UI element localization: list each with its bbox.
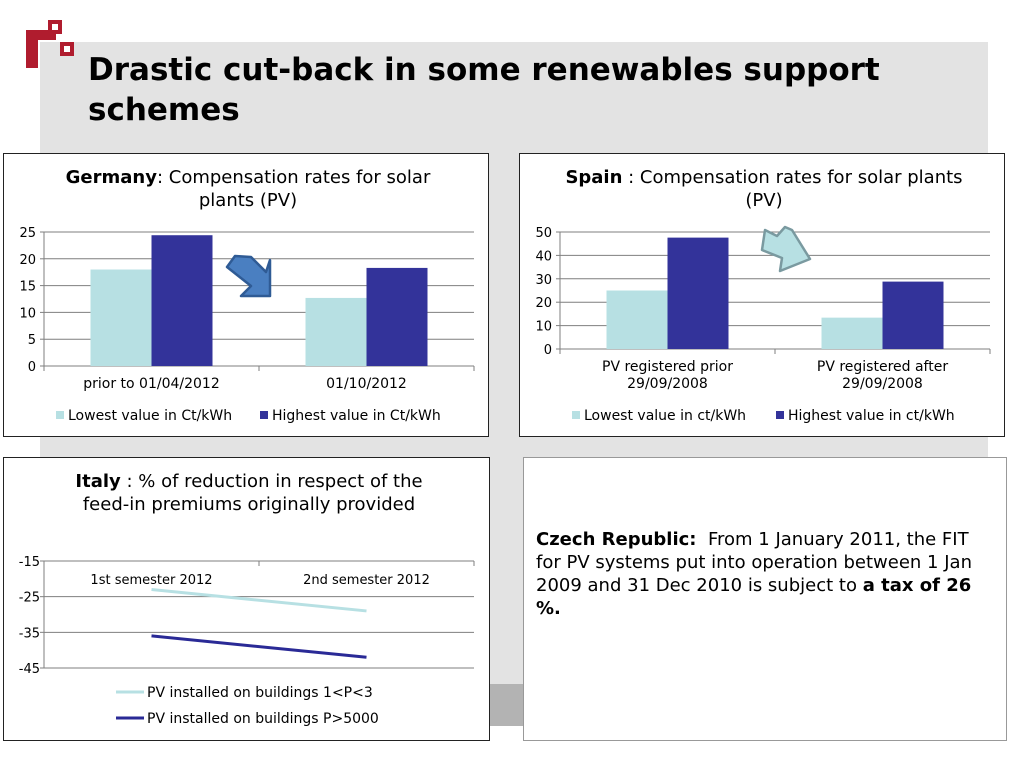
spain-title-bold: Spain [565, 167, 623, 188]
czech-republic-text: Czech Republic: From 1 January 2011, the… [536, 528, 996, 620]
spain-chart: Spain : Compensation rates for solar pla… [519, 153, 1005, 437]
legend-swatch-0 [56, 411, 64, 419]
legend-label-1: Highest value in ct/kWh [788, 408, 955, 424]
germany-plot: 0 5 10 15 20 25 prior to 01/04/2012 01/10/2012 L… [19, 226, 475, 424]
spain-down-arrow [760, 225, 812, 273]
x-tick-label: 2nd semester 2012 [303, 573, 430, 588]
bar-spain-s0-c1 [821, 317, 883, 349]
y-tick-label: 15 [19, 280, 36, 295]
series-line-1 [151, 634, 367, 659]
legend-swatch-1 [776, 411, 784, 419]
italy-chart-title: Italy : % of reduction in respect of the… [59, 470, 439, 516]
legend-label-0: Lowest value in Ct/kWh [68, 408, 232, 424]
italy-title-rest: : % of reduction in respect of the feed-… [82, 471, 423, 515]
bar-germany-s1-c1 [366, 267, 428, 366]
legend-swatch-0 [572, 411, 580, 419]
page-title: Drastic cut-back in some renewables supp… [88, 52, 880, 128]
y-tick-label: -25 [19, 591, 40, 606]
italy-title-bold: Italy [75, 471, 121, 492]
legend-label-0: Lowest value in ct/kWh [584, 408, 746, 424]
bar-spain-s1-c0 [667, 237, 729, 349]
logo-icon [26, 20, 74, 68]
bar-spain-s1-c1 [882, 281, 944, 349]
czech-tax: a tax of 26 %. [536, 575, 972, 619]
germany-chart-title: Germany: Compensation rates for solar pl… [44, 166, 452, 212]
germany-title-bold: Germany [65, 167, 157, 188]
y-tick-label: 50 [535, 226, 552, 241]
legend-label-1: PV installed on buildings P>5000 [147, 711, 379, 727]
y-tick-label: 30 [535, 273, 552, 288]
y-tick-label: -35 [19, 626, 40, 641]
x-tick-label: 1st semester 2012 [90, 573, 212, 588]
czech-body: From 1 January 2011, the FIT for PV syst… [536, 529, 972, 596]
y-tick-label: 0 [544, 343, 552, 358]
czech-republic-box: Czech Republic: From 1 January 2011, the… [523, 457, 1007, 741]
y-tick-label: 5 [28, 333, 36, 348]
y-tick-label: 0 [28, 360, 36, 375]
legend-swatch-1 [260, 411, 268, 419]
y-tick-label: 20 [19, 253, 36, 268]
x-tick-label: prior to 01/04/2012 [83, 376, 220, 392]
legend-label-1: Highest value in Ct/kWh [272, 408, 441, 424]
germany-chart: Germany: Compensation rates for solar pl… [3, 153, 489, 437]
y-tick-label: 40 [535, 249, 552, 264]
x-tick-label: PV registered after [817, 359, 948, 375]
y-tick-label: 10 [19, 306, 36, 321]
series-line-0 [151, 588, 367, 613]
bar-germany-s0-c0 [90, 269, 152, 366]
germany-down-arrow [225, 254, 272, 298]
bar-spain-s0-c0 [606, 290, 668, 349]
spain-chart-title: Spain : Compensation rates for solar pla… [560, 166, 968, 212]
germany-title-rest: : Compensation rates for solar plants (P… [156, 167, 431, 211]
y-tick-label: 20 [535, 296, 552, 311]
czech-label: Czech Republic: [536, 529, 697, 550]
y-tick-label: -15 [19, 555, 40, 570]
italy-chart: Italy : % of reduction in respect of the… [3, 457, 490, 741]
bar-germany-s1-c0 [151, 235, 213, 366]
spain-title-rest: : Compensation rates for solar plants (P… [622, 167, 963, 211]
x-tick-label: 29/09/2008 [842, 376, 923, 392]
legend-label-0: PV installed on buildings 1<P<3 [147, 685, 373, 701]
y-tick-label: -45 [19, 662, 40, 677]
y-tick-label: 25 [19, 226, 36, 241]
italy-plot: -15 -25 -35 -45 1st semester 2012 2nd semeste… [19, 555, 475, 727]
y-tick-label: 10 [535, 320, 552, 335]
x-tick-label: PV registered prior [602, 359, 733, 375]
bar-germany-s0-c1 [305, 297, 367, 366]
x-tick-label: 29/09/2008 [627, 376, 708, 392]
x-tick-label: 01/10/2012 [326, 376, 407, 392]
